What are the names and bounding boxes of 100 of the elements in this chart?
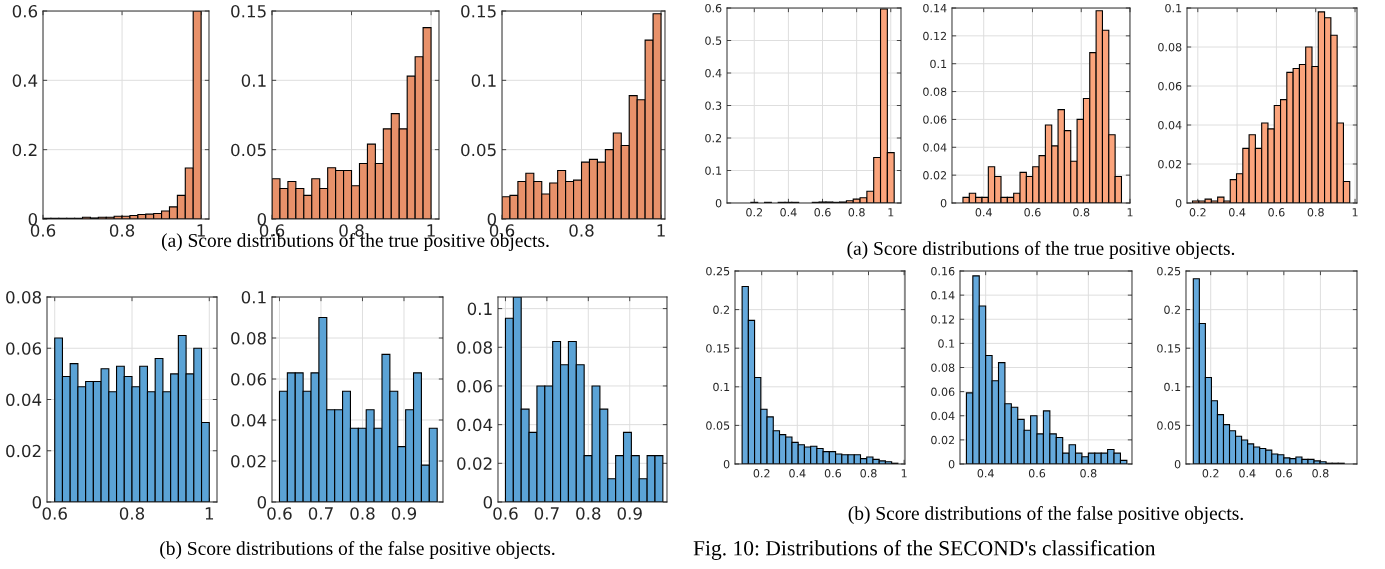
y-tick-label: 0.05 (231, 143, 266, 157)
y-tick-label: 0 (948, 459, 955, 469)
y-tick-label: 0.2 (705, 133, 722, 143)
x-tick-label: 0.8 (1307, 208, 1324, 217)
x-tick-label: 0.4 (975, 208, 992, 217)
y-tick-label: 0.1 (241, 290, 266, 304)
y-tick-label: 0 (257, 212, 267, 226)
x-tick-label: 0.8 (576, 507, 601, 520)
y-tick-label: 0 (940, 198, 947, 208)
x-tick-label: 0.8 (848, 208, 865, 217)
y-tick-label: 0.6 (705, 3, 722, 13)
y-tick-label: 0.05 (461, 143, 496, 157)
x-tick-label: 0.7 (534, 507, 559, 520)
x-tick-label: 0.8 (1080, 469, 1097, 478)
y-tick-label: 0.04 (231, 413, 267, 427)
x-tick-label: 0.9 (391, 507, 417, 520)
y-tick-label: 0.4 (12, 74, 38, 87)
x-tick-label: 0.9 (617, 507, 642, 520)
y-tick-label: 0.2 (12, 143, 37, 157)
y-tick-label: 0.06 (231, 372, 267, 386)
x-tick-label: 0.8 (860, 469, 877, 478)
y-tick-label: 0.12 (923, 31, 947, 41)
x-tick-label: 0.4 (780, 208, 797, 217)
y-tick-label: 0.1 (467, 302, 492, 316)
x-tick-label: 0.8 (1312, 469, 1329, 478)
y-tick-label: 0 (32, 495, 42, 509)
y-tick-label: 0.3 (705, 101, 722, 110)
x-tick-label: 0.8 (109, 224, 135, 237)
y-tick-label: 0.04 (923, 143, 947, 152)
y-tick-label: 0.02 (231, 454, 266, 468)
caption: Fig. 10: Distributions of the SECOND's classification (693, 540, 1156, 560)
y-tick-label: 0.16 (931, 266, 955, 276)
y-tick-label: 0.06 (931, 387, 955, 396)
y-tick-label: 0.5 (705, 36, 722, 45)
y-tick-label: 0 (1174, 459, 1181, 469)
y-tick-label: 0 (487, 212, 497, 226)
y-tick-label: 0.08 (931, 363, 955, 372)
x-tick-label: 0.2 (746, 208, 763, 217)
x-tick-label: 0.8 (119, 507, 145, 520)
y-tick-label: 0.02 (457, 457, 492, 470)
y-tick-label: 0.1 (938, 339, 955, 348)
y-tick-label: 0 (715, 198, 722, 208)
y-tick-label: 0.6 (12, 4, 38, 18)
y-tick-label: 0.02 (6, 444, 41, 458)
y-tick-label: 0.08 (457, 341, 492, 354)
y-tick-label: 0.08 (231, 331, 266, 345)
y-tick-label: 0.1 (1164, 382, 1181, 392)
x-tick-label: 1 (901, 469, 907, 478)
y-tick-label: 0.06 (457, 379, 493, 393)
x-tick-label: 0.2 (753, 469, 770, 478)
text: (b) Score distributions of the false positive objects. (848, 506, 1243, 524)
y-tick-label: 0.04 (457, 418, 493, 432)
y-tick-label: 0.12 (931, 315, 955, 324)
y-tick-label: 0.2 (713, 305, 730, 314)
y-tick-label: 0.08 (1158, 42, 1182, 52)
x-tick-label: 1 (657, 224, 665, 237)
y-tick-label: 0.06 (6, 342, 42, 355)
y-tick-label: 0.1 (1165, 3, 1182, 13)
x-tick-label: 0.8 (350, 507, 375, 520)
x-tick-label: 0.6 (1275, 469, 1292, 478)
y-tick-label: 0.25 (1157, 266, 1181, 276)
y-tick-label: 0.15 (231, 4, 266, 18)
y-tick-label: 0.08 (6, 290, 41, 304)
x-tick-label: 1 (205, 507, 214, 520)
y-tick-label: 0.06 (923, 115, 947, 124)
x-tick-label: 0.2 (1189, 208, 1206, 217)
y-tick-label: 0 (257, 495, 267, 509)
x-tick-label: 0.2 (1202, 469, 1219, 478)
y-tick-label: 0.2 (1164, 305, 1181, 314)
y-tick-label: 0 (1175, 198, 1182, 208)
text: (a) Score distributions of the true positive objects. (847, 241, 1235, 259)
y-tick-label: 0.04 (931, 411, 955, 421)
x-tick-label: 0.8 (569, 224, 594, 237)
y-tick-label: 0.02 (923, 171, 947, 180)
y-tick-label: 0.05 (1157, 421, 1181, 430)
y-tick-label: 0 (483, 495, 493, 509)
x-tick-label: 0.4 (1239, 469, 1256, 478)
y-tick-label: 0.1 (713, 382, 730, 392)
y-tick-label: 0.14 (923, 3, 947, 13)
x-tick-label: 0.6 (1028, 469, 1046, 478)
x-tick-label: 1 (1352, 208, 1358, 217)
x-tick-label: 1 (1127, 208, 1133, 217)
y-tick-label: 0 (28, 212, 38, 226)
y-tick-label: 0.04 (1158, 120, 1182, 130)
y-tick-label: 0.1 (241, 74, 266, 87)
y-tick-label: 0.1 (705, 166, 722, 175)
y-tick-label: 0.15 (461, 4, 496, 18)
x-tick-label: 0.6 (1024, 208, 1041, 217)
y-tick-label: 0.02 (1158, 159, 1182, 169)
x-tick-label: 0.6 (1268, 208, 1285, 217)
y-tick-label: 0.25 (706, 266, 730, 276)
y-tick-label: 0.08 (923, 87, 947, 96)
y-tick-label: 0.04 (6, 393, 42, 407)
x-tick-label: 0.6 (267, 507, 292, 520)
y-tick-label: 0.15 (1157, 344, 1181, 353)
x-tick-label: 0.7 (308, 507, 333, 520)
x-tick-label: 0.6 (493, 507, 518, 520)
y-tick-label: 0.4 (705, 68, 722, 78)
y-tick-label: 0.15 (706, 344, 730, 353)
y-tick-label: 0.05 (706, 421, 730, 430)
